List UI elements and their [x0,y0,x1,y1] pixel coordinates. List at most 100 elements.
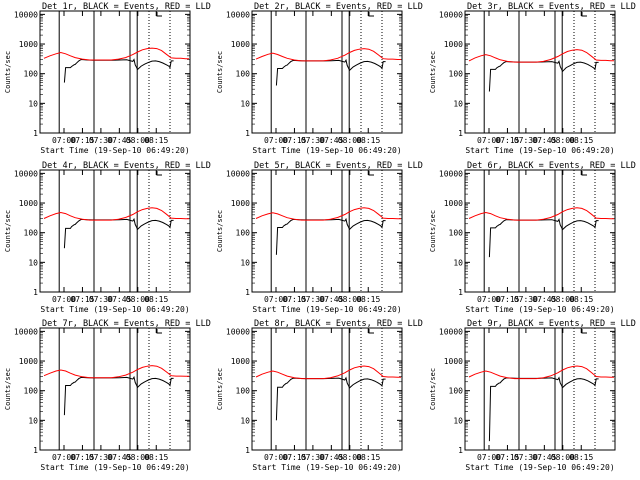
top-bracket-mark [368,329,374,334]
plot-frame [464,327,616,451]
events-series-line [275,376,386,421]
x-axis-label: Start Time (19-Sep-10 06:49:20) [40,146,189,155]
x-tick-label: 08:15 [144,136,168,145]
y-tick-label: 1 [245,288,250,297]
plot-frame [39,169,191,293]
chart-panel: Det 5r, BLACK = Events, RED = LLD Counts/… [216,161,423,314]
x-tick-label: 07:30 [89,136,113,145]
y-tick-label: 1000 [444,357,463,366]
y-tick-label: 10 [453,99,463,108]
x-tick-label: 07:15 [282,295,306,304]
x-tick-label: 07:00 [264,453,288,462]
x-tick-label: 07:45 [319,295,343,304]
x-tick-label: 08:15 [569,453,593,462]
x-tick-label: 08:00 [551,295,575,304]
x-tick-label: 08:15 [569,136,593,145]
x-tick-label: 08:00 [551,453,575,462]
chart-title: Det 5r, BLACK = Events, RED = LLD [254,161,423,171]
y-tick-label: 100 [24,70,39,79]
y-tick-label: 100 [236,387,251,396]
lld-series-line [255,365,401,380]
top-bracket-mark [156,171,162,176]
x-tick-label: 07:30 [301,136,325,145]
x-tick-label: 08:15 [144,453,168,462]
y-tick-label: 10 [453,416,463,425]
y-axis-label: Counts/sec [216,210,224,252]
x-tick-label: 07:15 [70,136,94,145]
x-tick-label: 07:45 [532,453,556,462]
plot-frame [251,327,403,451]
events-series-line [63,58,174,83]
x-tick-label: 07:00 [477,136,501,145]
y-tick-label: 1 [458,288,463,297]
lld-series-line [43,207,189,221]
x-tick-label: 07:45 [532,136,556,145]
x-axis-label: Start Time (19-Sep-10 06:49:20) [465,305,614,314]
x-tick-label: 08:15 [356,453,380,462]
lld-series-line [255,207,401,221]
y-axis-label: Counts/sec [4,368,12,410]
lld-series-line [468,365,614,380]
x-tick-label: 07:15 [495,136,519,145]
y-axis-label: Counts/sec [429,368,437,410]
x-tick-label: 08:00 [551,136,575,145]
events-series-line [488,218,599,258]
chart-title: Det 1r, BLACK = Events, RED = LLD [42,2,211,12]
x-axis-label: Start Time (19-Sep-10 06:49:20) [252,146,401,155]
events-series-line [63,217,174,249]
x-tick-label: 07:15 [70,453,94,462]
y-tick-label: 1000 [444,199,463,208]
y-tick-label: 100 [24,387,39,396]
y-tick-label: 10 [28,258,38,267]
x-tick-label: 07:30 [514,295,538,304]
chart-title: Det 3r, BLACK = Events, RED = LLD [467,2,636,12]
chart-panel: Det 1r, BLACK = Events, RED = LLD Counts/… [4,2,211,155]
x-tick-label: 07:00 [52,453,76,462]
x-tick-label: 08:00 [338,453,362,462]
top-bracket-mark [368,12,374,17]
lld-series-line [43,47,189,61]
y-tick-label: 10 [453,258,463,267]
x-tick-label: 08:15 [356,136,380,145]
y-tick-label: 10000 [439,169,463,178]
x-axis-label: Start Time (19-Sep-10 06:49:20) [465,146,614,155]
y-tick-label: 10000 [226,10,250,19]
x-tick-label: 07:00 [264,295,288,304]
y-axis-label: Counts/sec [4,51,12,93]
chart-panel: Det 2r, BLACK = Events, RED = LLD Counts/… [216,2,423,155]
events-series-line [275,217,386,255]
events-series-line [63,375,174,416]
x-tick-label: 08:00 [338,295,362,304]
x-tick-label: 07:45 [107,136,131,145]
x-axis-label: Start Time (19-Sep-10 06:49:20) [40,463,189,472]
events-series-line [488,376,599,442]
events-series-line [488,60,599,92]
x-tick-label: 07:00 [52,295,76,304]
y-tick-label: 1000 [19,40,38,49]
x-tick-label: 07:30 [89,453,113,462]
chart-panel: Det 4r, BLACK = Events, RED = LLD Counts/… [4,161,211,314]
y-tick-label: 100 [449,70,464,79]
x-tick-label: 07:30 [301,295,325,304]
y-tick-label: 1 [33,446,38,455]
x-tick-label: 08:15 [144,295,168,304]
x-tick-label: 08:15 [569,295,593,304]
x-tick-label: 08:00 [126,295,150,304]
chart-panel: Det 9r, BLACK = Events, RED = LLD Counts/… [429,319,636,472]
x-tick-label: 07:15 [282,453,306,462]
x-tick-label: 07:30 [301,453,325,462]
y-tick-label: 10 [28,99,38,108]
x-tick-label: 07:00 [264,136,288,145]
chart-title: Det 9r, BLACK = Events, RED = LLD [467,319,636,329]
top-bracket-mark [581,12,587,17]
y-axis-label: Counts/sec [429,210,437,252]
x-axis-label: Start Time (19-Sep-10 06:49:20) [252,463,401,472]
y-axis-label: Counts/sec [429,51,437,93]
y-tick-label: 10 [240,416,250,425]
y-tick-label: 100 [236,70,251,79]
y-tick-label: 100 [24,229,39,238]
top-bracket-mark [156,12,162,17]
y-tick-label: 100 [236,229,251,238]
x-tick-label: 07:15 [495,453,519,462]
plot-frame [251,10,403,134]
